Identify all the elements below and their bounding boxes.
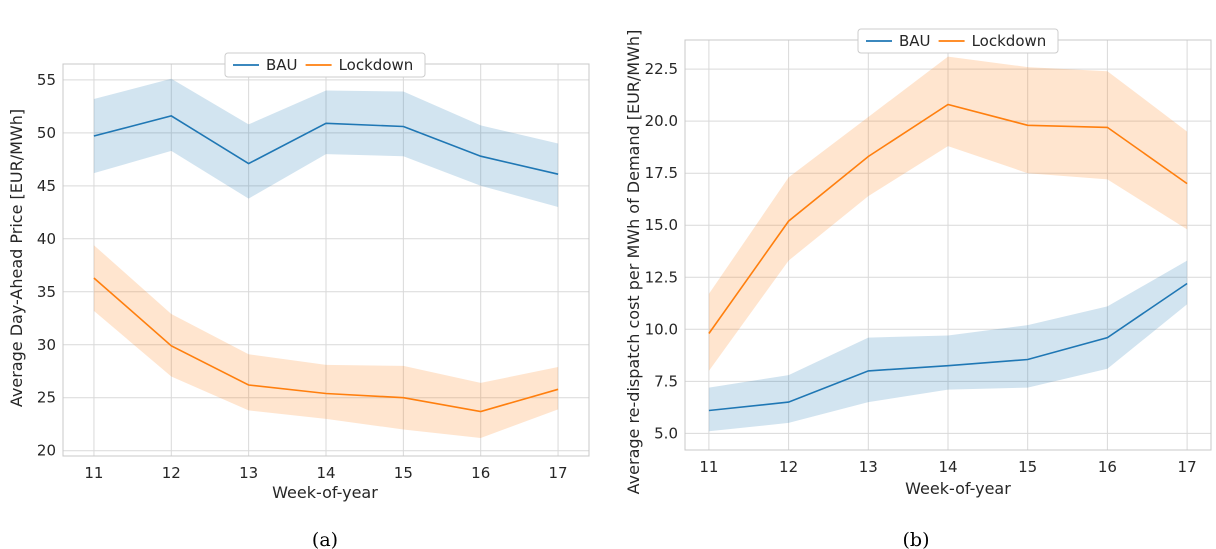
- x-tick-label: 15: [394, 464, 413, 482]
- y-tick-label: 10.0: [645, 320, 678, 338]
- x-tick-label: 11: [84, 464, 103, 482]
- y-tick-label: 25: [37, 389, 56, 407]
- confidence-band-lockdown: [708, 56, 1188, 371]
- legend-label-bau: BAU: [266, 56, 298, 74]
- series-line-bau: [93, 115, 559, 175]
- y-tick-label: 35: [37, 283, 56, 301]
- series-line-lockdown: [708, 103, 1188, 334]
- legend-label-bau: BAU: [899, 32, 931, 50]
- confidence-band-lockdown: [93, 245, 559, 438]
- y-tick-label: 55: [37, 71, 56, 89]
- x-tick-label: 13: [859, 458, 878, 476]
- confidence-band-bau: [708, 260, 1188, 432]
- y-tick-label: 12.5: [645, 268, 678, 286]
- x-tick-label: 13: [239, 464, 258, 482]
- y-tick-label: 20: [37, 442, 56, 460]
- y-tick-label: 7.5: [654, 372, 678, 390]
- y-tick-label: 5.0: [654, 424, 678, 442]
- legend: BAU Lockdown: [857, 28, 1059, 54]
- y-tick-label: 50: [37, 124, 56, 142]
- x-tick-label: 14: [938, 458, 957, 476]
- x-tick-label: 11: [699, 458, 718, 476]
- x-tick-label: 12: [779, 458, 798, 476]
- x-tick-label: 12: [162, 464, 181, 482]
- chart-b-caption: (b): [903, 529, 930, 549]
- x-tick-label: 17: [1178, 458, 1197, 476]
- chart-b: 5.0 7.5 10.0 12.5 15.0 17.5 20.0 22.5 11 12 13 14 15…: [645, 28, 1212, 476]
- x-tick-label: 17: [549, 464, 568, 482]
- x-tick-label: 15: [1018, 458, 1037, 476]
- y-tick-label: 45: [37, 177, 56, 195]
- series-line-bau: [708, 282, 1188, 412]
- y-tick-label: 20.0: [645, 112, 678, 130]
- y-tick-label: 22.5: [645, 60, 678, 78]
- chart-a: 20 25 30 35 40 45 50 55 11 12 13 14 15 16 17 BAU Lockdow…: [37, 52, 590, 482]
- x-tick-label: 16: [471, 464, 490, 482]
- legend: BAU Lockdown: [224, 52, 426, 78]
- chart-b-ylabel: Average re-dispatch cost per MWh of Dema…: [624, 30, 643, 495]
- x-tick-label: 16: [1098, 458, 1117, 476]
- chart-b-xlabel: Week-of-year: [905, 479, 1011, 498]
- chart-a-xlabel: Week-of-year: [272, 483, 378, 502]
- confidence-band-bau: [93, 78, 559, 207]
- chart-a-caption: (a): [312, 529, 338, 549]
- y-tick-label: 40: [37, 230, 56, 248]
- legend-label-lockdown: Lockdown: [339, 56, 414, 74]
- legend-label-lockdown: Lockdown: [972, 32, 1047, 50]
- y-tick-label: 15.0: [645, 216, 678, 234]
- x-tick-label: 14: [316, 464, 335, 482]
- y-tick-label: 30: [37, 336, 56, 354]
- chart-a-ylabel: Average Day-Ahead Price [EUR/MWh]: [7, 109, 26, 407]
- y-tick-label: 17.5: [645, 164, 678, 182]
